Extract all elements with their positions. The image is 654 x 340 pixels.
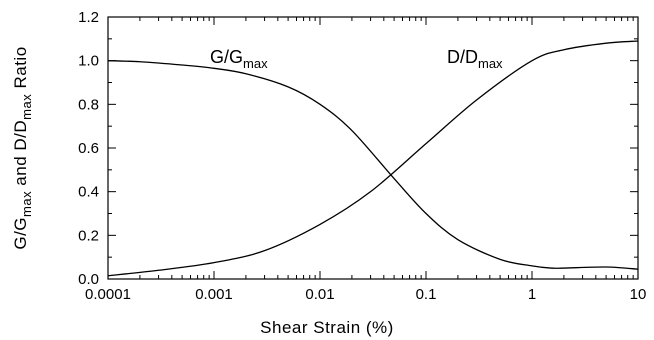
y-axis-title-d-sub: max	[19, 94, 34, 120]
x-tick-label: 0.1	[416, 286, 437, 303]
x-tick-label: 0.01	[305, 286, 334, 303]
y-axis-title-g-sub: max	[19, 191, 34, 217]
d-curve	[107, 40, 639, 277]
x-tick-label: 1	[528, 286, 536, 303]
y-tick-label: 0.2	[78, 227, 99, 244]
d-curve-label-sub: max	[478, 56, 503, 71]
ticks	[107, 16, 639, 280]
x-axis-title: Shear Strain (%)	[260, 318, 394, 337]
y-axis-title-mid: and	[11, 151, 30, 191]
plot-frame	[107, 16, 639, 280]
annotations: G/Gmax D/Dmax	[210, 47, 503, 71]
y-axis-title-g: G/G	[11, 217, 30, 250]
y-tick-label: 0.0	[78, 271, 99, 288]
x-tick-label: 0.0001	[85, 286, 131, 303]
g-curve-label-sub: max	[243, 56, 268, 71]
g-curve-label-main: G/G	[210, 47, 243, 67]
y-axis-title: G/Gmax and D/Dmax Ratio	[11, 46, 34, 249]
y-tick-label: 0.6	[78, 140, 99, 157]
d-curve-label-main: D/D	[447, 47, 478, 67]
g-curve	[107, 60, 639, 270]
x-tick-label: 10	[630, 286, 647, 303]
g-curve-label: G/Gmax	[210, 47, 268, 71]
tick-labels: 0.0001 0.001 0.01 0.1 1 10 0.0 0.2 0.4 0.6 0.8 1.0 1…	[78, 9, 646, 303]
d-curve-label: D/Dmax	[447, 47, 503, 71]
y-tick-label: 1.2	[78, 9, 99, 26]
curves	[107, 40, 639, 277]
y-axis-title-end: Ratio	[11, 46, 30, 93]
y-tick-label: 0.8	[78, 96, 99, 113]
y-tick-label: 1.0	[78, 53, 99, 70]
y-tick-label: 0.4	[78, 184, 99, 201]
x-tick-label: 0.001	[195, 286, 233, 303]
y-axis-title-d: D/D	[11, 120, 30, 151]
